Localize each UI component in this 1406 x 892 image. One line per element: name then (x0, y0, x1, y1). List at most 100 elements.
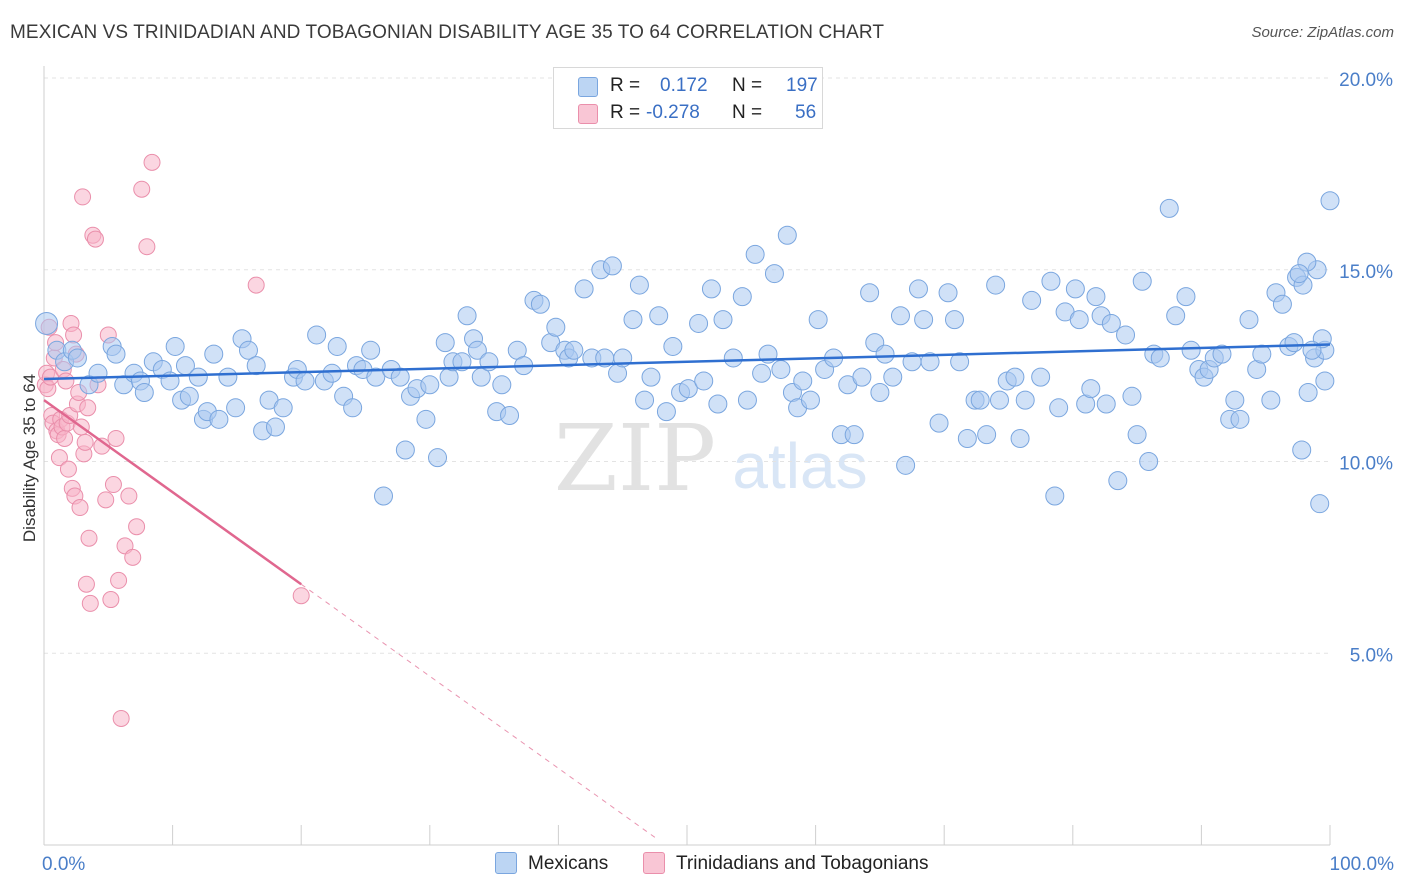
trinidadian-point (57, 372, 75, 390)
mexican-point (492, 375, 512, 395)
mexican-point (793, 371, 813, 391)
trinidadian-point (74, 188, 92, 206)
mexican-point (1150, 348, 1170, 368)
mexican-point (852, 367, 872, 387)
legend-n-label: N = (732, 102, 763, 123)
bottom-legend-mexicans: Mexicans (495, 852, 625, 876)
watermark: ZIP atlas (554, 405, 868, 512)
mexican-point (1041, 271, 1061, 291)
mexican-point (1225, 390, 1245, 410)
trinidadian-point (120, 487, 138, 505)
mexican-point (435, 333, 455, 353)
mexican-point (67, 348, 87, 368)
mexican-point (844, 425, 864, 445)
mexican-point (416, 409, 436, 429)
y-tick-label: 10.0% (1339, 454, 1393, 475)
mexican-point (1086, 287, 1106, 307)
mexican-point (1176, 287, 1196, 307)
legend-r-value: 0.172 (660, 75, 708, 96)
trinidadian-point (65, 326, 83, 344)
mexican-point (273, 398, 293, 418)
legend-swatch-blue (578, 77, 598, 97)
grid-lines (44, 77, 1330, 654)
mexican-point (1252, 344, 1272, 364)
mexican-point (870, 382, 890, 402)
legend-r-label: R = (610, 75, 641, 96)
trinidadians-trend-extension (300, 583, 656, 838)
mexican-point (366, 367, 386, 387)
chart-title: MEXICAN VS TRINIDADIAN AND TOBAGONIAN DI… (10, 22, 885, 43)
mexican-point (929, 413, 949, 433)
mexican-point (361, 340, 381, 360)
mexican-point (1127, 425, 1147, 445)
legend-n-label: N = (732, 75, 763, 96)
mexican-point (165, 336, 185, 356)
mexican-point (800, 390, 820, 410)
series-trinidadians-points (36, 153, 310, 727)
trinidadian-point (79, 399, 97, 417)
mexican-point (694, 371, 714, 391)
trinidadian-point (97, 491, 115, 509)
mexican-point (1081, 379, 1101, 399)
mexican-point (204, 344, 224, 364)
mexican-point (908, 279, 928, 299)
mexican-point (808, 310, 828, 330)
mexican-point (777, 225, 797, 245)
legend-n-value: 197 (786, 75, 818, 96)
mexican-point (701, 279, 721, 299)
mexican-point (574, 279, 594, 299)
mexican-point (1132, 271, 1152, 291)
mexican-point (420, 375, 440, 395)
mexican-point (723, 348, 743, 368)
mexican-point (883, 367, 903, 387)
bottom-legend-trinidadians: Trinidadians and Tobagonians (643, 852, 963, 876)
trinidadian-point (81, 594, 99, 612)
bottom-legend-trinidadians-label: Trinidadians and Tobagonians (676, 853, 929, 874)
mexican-point (1239, 310, 1259, 330)
trinidadian-point (133, 180, 151, 198)
mexican-point (428, 448, 448, 468)
trinidadian-point (292, 587, 310, 605)
mexican-point (500, 405, 520, 425)
mexican-point (1015, 390, 1035, 410)
mexican-point (1159, 198, 1179, 218)
mexican-point (1181, 340, 1201, 360)
mexican-point (265, 417, 285, 437)
y-tick-label: 5.0% (1350, 645, 1393, 666)
trinidadian-point (102, 591, 120, 609)
mexican-point (1261, 390, 1281, 410)
mexican-point (530, 294, 550, 314)
mexican-point (689, 313, 709, 333)
mexican-point (752, 363, 772, 383)
mexican-point (764, 264, 784, 284)
trinidadian-point (110, 571, 128, 589)
mexican-point (950, 352, 970, 372)
mexican-point (920, 352, 940, 372)
mexican-point (732, 287, 752, 307)
mexican-point (546, 317, 566, 337)
legend-r-value: -0.278 (646, 102, 700, 123)
mexican-point (1310, 494, 1330, 514)
mexican-point (989, 390, 1009, 410)
mexican-point (663, 336, 683, 356)
mexican-point (218, 367, 238, 387)
trinidadian-point (56, 429, 74, 447)
mexican-point (713, 310, 733, 330)
mexican-point (678, 379, 698, 399)
mexican-point (457, 306, 477, 326)
mexican-point (327, 336, 347, 356)
trinidadian-point (71, 499, 89, 517)
legend-swatch-pink (578, 104, 598, 124)
mexican-point (134, 382, 154, 402)
trinidadian-point (128, 518, 146, 536)
mexican-point (1320, 191, 1340, 211)
mexican-point (1230, 409, 1250, 429)
mexican-point (188, 367, 208, 387)
mexican-point (1049, 398, 1069, 418)
mexican-point (896, 455, 916, 475)
mexican-point (307, 325, 327, 345)
series-mexicans-points (35, 191, 1340, 514)
legend-swatch-pink (643, 852, 665, 874)
mexican-point (246, 356, 266, 376)
mexican-point (1045, 486, 1065, 506)
